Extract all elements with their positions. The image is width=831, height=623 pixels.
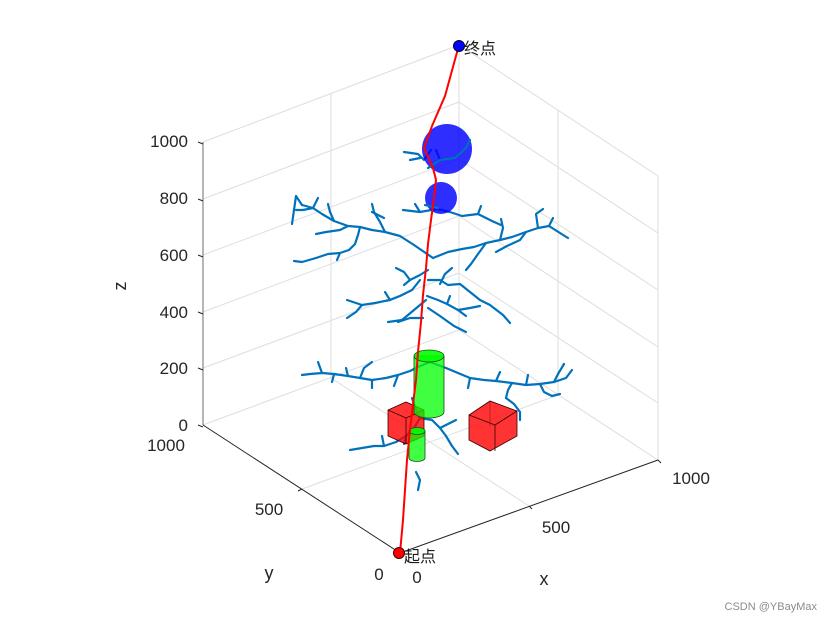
end-label: 终点: [464, 39, 496, 58]
y-tick-labels: 0 500 1000: [147, 436, 384, 584]
y-tick-1000: 1000: [147, 436, 185, 455]
sphere-obstacle-large: [422, 124, 472, 174]
x-tick-0: 0: [412, 568, 421, 587]
x-tick-labels: 0 500 1000: [412, 469, 710, 587]
start-label: 起点: [404, 547, 436, 566]
cylinder-obstacle-small: [408, 427, 426, 462]
cylinder-obstacle-large: [413, 349, 445, 419]
planned-path: [399, 44, 460, 554]
z-tick-800: 800: [160, 189, 188, 208]
end-marker: [453, 40, 465, 52]
x-tick-500: 500: [542, 518, 570, 537]
cube-obstacle-right: [468, 400, 518, 452]
z-tick-labels: 0 200 400 600 800 1000: [150, 132, 188, 435]
z-tick-400: 400: [160, 303, 188, 322]
y-tick-500: 500: [255, 500, 283, 519]
x-axis-label: x: [540, 569, 549, 589]
start-marker: [393, 547, 405, 559]
y-axis-label: y: [265, 563, 274, 583]
z-axis-label: z: [110, 282, 130, 291]
z-tick-600: 600: [160, 246, 188, 265]
z-tick-0: 0: [179, 416, 188, 435]
x-tick-1000: 1000: [672, 469, 710, 488]
z-tick-200: 200: [160, 359, 188, 378]
axes: [197, 141, 662, 554]
rrt-tree: [290, 138, 574, 492]
z-tick-1000: 1000: [150, 132, 188, 151]
watermark: CSDN @YBayMax: [724, 601, 817, 613]
sphere-obstacle-small: [425, 182, 457, 214]
y-tick-0: 0: [374, 565, 383, 584]
grid-lines: [202, 44, 659, 507]
